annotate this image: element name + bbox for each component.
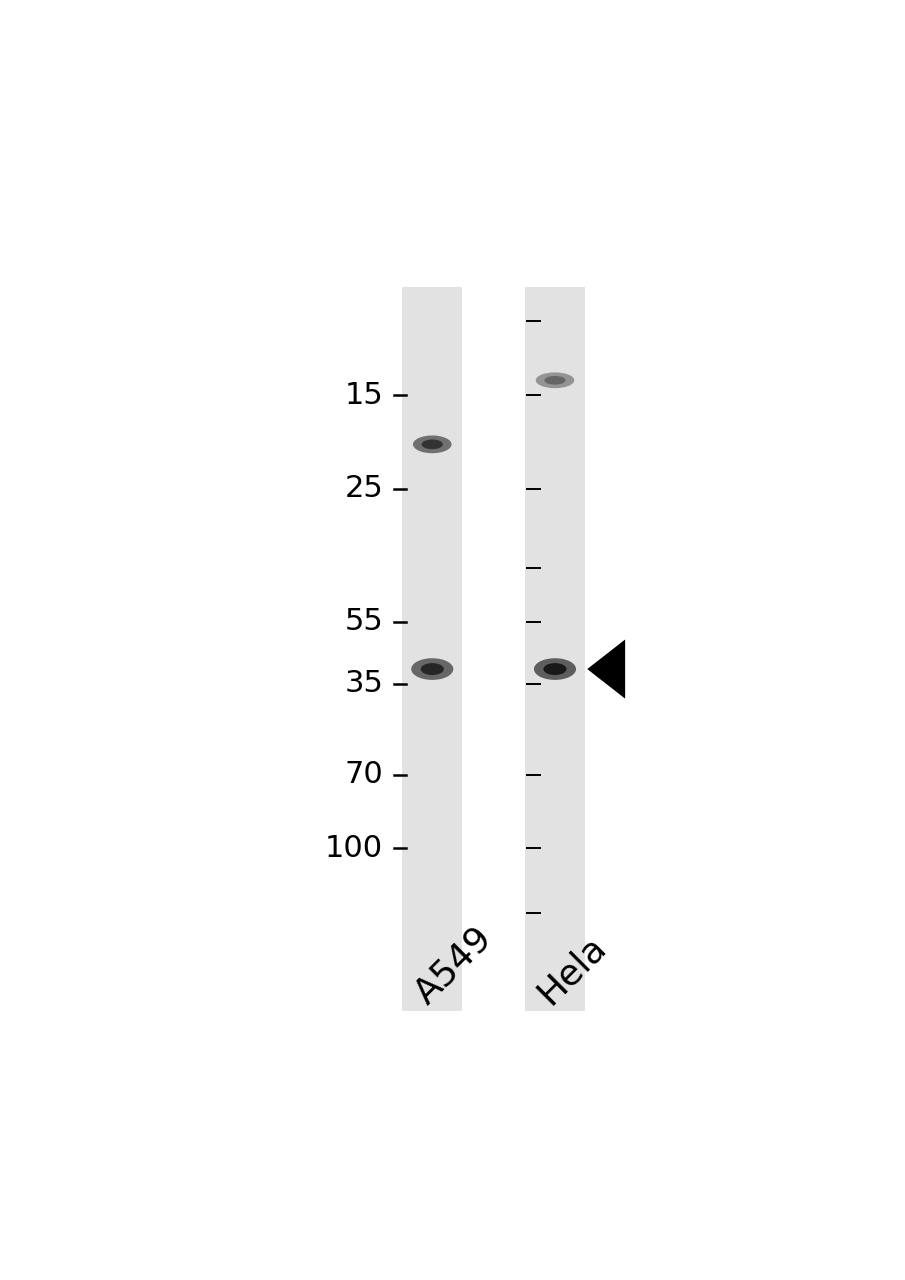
- Text: 100: 100: [325, 835, 383, 863]
- Text: Hela: Hela: [531, 929, 613, 1011]
- Text: 35: 35: [344, 669, 383, 699]
- Ellipse shape: [422, 439, 443, 449]
- Ellipse shape: [413, 435, 452, 453]
- Polygon shape: [587, 640, 625, 699]
- Ellipse shape: [411, 658, 453, 680]
- Bar: [525, 287, 585, 1011]
- Text: 55: 55: [345, 607, 383, 636]
- Text: 15: 15: [345, 380, 383, 410]
- Text: 25: 25: [345, 474, 383, 503]
- Text: 70: 70: [345, 760, 383, 788]
- Ellipse shape: [545, 376, 566, 384]
- Ellipse shape: [421, 663, 443, 675]
- Bar: [403, 287, 462, 1011]
- Ellipse shape: [534, 658, 576, 680]
- Ellipse shape: [543, 663, 567, 675]
- Ellipse shape: [536, 372, 575, 388]
- Text: A549: A549: [408, 920, 499, 1011]
